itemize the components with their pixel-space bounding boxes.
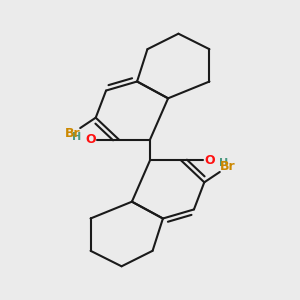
Text: H: H bbox=[219, 158, 228, 168]
Text: O: O bbox=[85, 133, 96, 146]
Text: Br: Br bbox=[65, 127, 80, 140]
Text: Br: Br bbox=[220, 160, 235, 173]
Text: H: H bbox=[72, 132, 81, 142]
Text: O: O bbox=[204, 154, 215, 167]
